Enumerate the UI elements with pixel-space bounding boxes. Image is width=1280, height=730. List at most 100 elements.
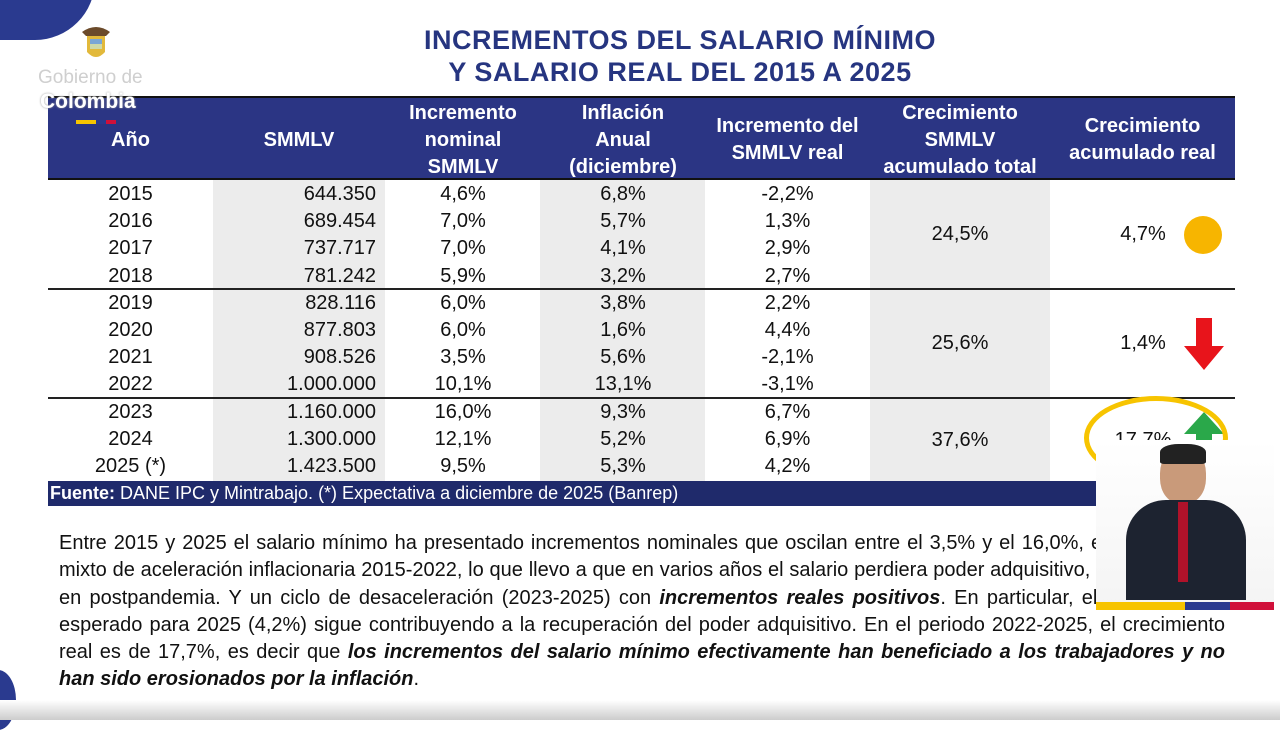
cell-smmlv: 1.300.000 xyxy=(287,427,376,450)
source-note: Fuente: DANE IPC y Mintrabajo. (*) Expec… xyxy=(48,481,1235,506)
cell-year: 2019 xyxy=(108,291,153,314)
cell-smmlv: 877.803 xyxy=(303,319,376,341)
cell-smmlv: 1.160.000 xyxy=(287,400,376,423)
cell-inflation: 3,2% xyxy=(600,264,646,287)
cell-real: -2,1% xyxy=(761,346,814,369)
cell-inflation: 6,8% xyxy=(600,183,646,205)
cell-year: 2017 xyxy=(108,237,153,260)
logo-text-line1: Gobierno de xyxy=(38,67,143,88)
table-row: 2024 1.300.000 12,1% 5,2% 6,9% xyxy=(48,426,1235,453)
coat-of-arms-logo xyxy=(82,27,110,57)
cell-nominal: 7,0% xyxy=(440,210,486,233)
bottom-bar xyxy=(0,700,1280,720)
cell-year: 2024 xyxy=(108,427,153,450)
flag-stripe xyxy=(76,120,116,124)
group2-real: 1,4% xyxy=(1120,332,1166,354)
header-real-growth: Crecimiento acumulado real xyxy=(1069,115,1216,164)
cell-inflation: 13,1% xyxy=(594,373,652,396)
group3-total: 37,6% xyxy=(931,429,989,451)
cell-smmlv: 828.116 xyxy=(305,291,376,314)
table-row: 2021 908.526 3,5% 5,6% -2,1% xyxy=(48,344,1235,371)
cell-nominal: 16,0% xyxy=(434,400,492,423)
logo-text-line2: Colombia xyxy=(40,90,136,113)
cell-year: 2020 xyxy=(108,319,153,341)
cell-smmlv: 644.350 xyxy=(303,183,376,205)
cell-real: 2,7% xyxy=(764,264,811,287)
yellow-circle-icon xyxy=(1184,216,1222,254)
cell-year: 2021 xyxy=(108,346,153,369)
table-row: 2016 689.454 7,0% 5,7% 1,3% xyxy=(48,208,1235,235)
header-inflation: Inflación Anual (diciembre) xyxy=(569,101,677,178)
cell-real: 2,2% xyxy=(764,291,811,314)
cell-smmlv: 689.454 xyxy=(303,210,376,233)
column-shade xyxy=(540,180,705,481)
paragraph-text: Entre 2015 y 2025 el salario mínimo ha p… xyxy=(59,532,1225,609)
cell-nominal: 7,0% xyxy=(440,237,486,260)
cell-year: 2023 xyxy=(108,400,153,423)
group1-real: 4,7% xyxy=(1120,223,1166,245)
cell-real: 4,4% xyxy=(764,319,811,341)
cell-year: 2015 xyxy=(108,183,153,205)
table-row: 2018 781.242 5,9% 3,2% 2,7% xyxy=(48,263,1235,290)
table-row: 2020 877.803 6,0% 1,6% 4,4% xyxy=(48,317,1235,344)
group1-total: 24,5% xyxy=(931,223,989,245)
cell-year: 2016 xyxy=(108,210,153,233)
table-row: 2017 737.717 7,0% 4,1% 2,9% xyxy=(48,235,1235,262)
cell-real: -3,1% xyxy=(761,373,814,396)
cell-year: 2022 xyxy=(108,373,153,396)
group2-total: 25,6% xyxy=(931,332,989,354)
cell-inflation: 5,2% xyxy=(600,427,646,450)
table-row: 2019 828.116 6,0% 3,8% 2,2% xyxy=(48,290,1235,317)
cell-inflation: 5,6% xyxy=(600,346,646,369)
cell-smmlv: 1.423.500 xyxy=(287,455,376,477)
cell-smmlv: 737.717 xyxy=(303,237,376,260)
table-row: 2023 1.160.000 16,0% 9,3% 6,7% xyxy=(48,399,1235,426)
cell-inflation: 9,3% xyxy=(600,400,646,423)
cell-smmlv: 908.526 xyxy=(303,346,376,369)
cell-nominal: 3,5% xyxy=(440,346,486,369)
cell-nominal: 6,0% xyxy=(440,291,486,314)
cell-real: 1,3% xyxy=(764,210,811,233)
header-nominal: Incremento nominal SMMLV xyxy=(409,101,517,178)
emphasis-text: incrementos reales positivos xyxy=(659,586,941,609)
cell-nominal: 5,9% xyxy=(440,264,486,287)
cell-inflation: 3,8% xyxy=(600,291,646,314)
header-year: Año xyxy=(111,128,150,151)
cell-real: -2,2% xyxy=(761,183,814,205)
paragraph-text: . En particular, el aumento real esperad… xyxy=(59,586,1225,664)
cell-nominal: 6,0% xyxy=(440,319,486,341)
emphasis-text: los incrementos del salario mínimo efect… xyxy=(59,641,1225,691)
cell-smmlv: 781.242 xyxy=(303,264,376,287)
cell-inflation: 1,6% xyxy=(600,319,646,341)
cell-real: 4,2% xyxy=(764,455,811,477)
header-real: Incremento del SMMLV real xyxy=(716,115,859,164)
table-row: 2015 644.350 4,6% 6,8% -2,2% xyxy=(48,181,1235,208)
cell-year: 2025 (*) xyxy=(94,455,167,477)
group-divider xyxy=(48,288,1235,290)
paragraph-text: . xyxy=(413,668,420,691)
cell-real: 6,7% xyxy=(764,400,811,423)
column-shade xyxy=(213,180,385,481)
table-header: Año SMMLV Incremento nominal SMMLV Infla… xyxy=(48,96,1235,180)
summary-paragraph: Entre 2015 y 2025 el salario mínimo ha p… xyxy=(59,530,1225,694)
cell-real: 2,9% xyxy=(764,237,811,260)
table-row: 2022 1.000.000 10,1% 13,1% -3,1% xyxy=(48,371,1235,398)
column-shade xyxy=(870,180,1050,481)
cell-nominal: 4,6% xyxy=(440,183,486,205)
group-divider xyxy=(48,397,1235,399)
header-total-growth: Crecimiento SMMLV acumulado total xyxy=(883,101,1037,178)
cell-inflation: 4,1% xyxy=(600,237,646,260)
cell-inflation: 5,7% xyxy=(600,210,646,233)
cell-nominal: 9,5% xyxy=(440,455,486,477)
sign-language-interpreter-video xyxy=(1096,440,1274,610)
header-smmlv: SMMLV xyxy=(263,128,335,151)
cell-nominal: 12,1% xyxy=(434,427,492,450)
page-title: INCREMENTOS DEL SALARIO MÍNIMO Y SALARIO … xyxy=(423,25,937,87)
cell-smmlv: 1.000.000 xyxy=(287,373,376,396)
cell-real: 6,9% xyxy=(764,427,811,450)
cell-nominal: 10,1% xyxy=(434,373,492,396)
cell-year: 2018 xyxy=(108,264,153,287)
table-row: 2025 (*) 1.423.500 9,5% 5,3% 4,2% xyxy=(48,453,1235,480)
red-down-arrow-icon xyxy=(1184,318,1224,370)
cell-inflation: 5,3% xyxy=(600,455,646,477)
